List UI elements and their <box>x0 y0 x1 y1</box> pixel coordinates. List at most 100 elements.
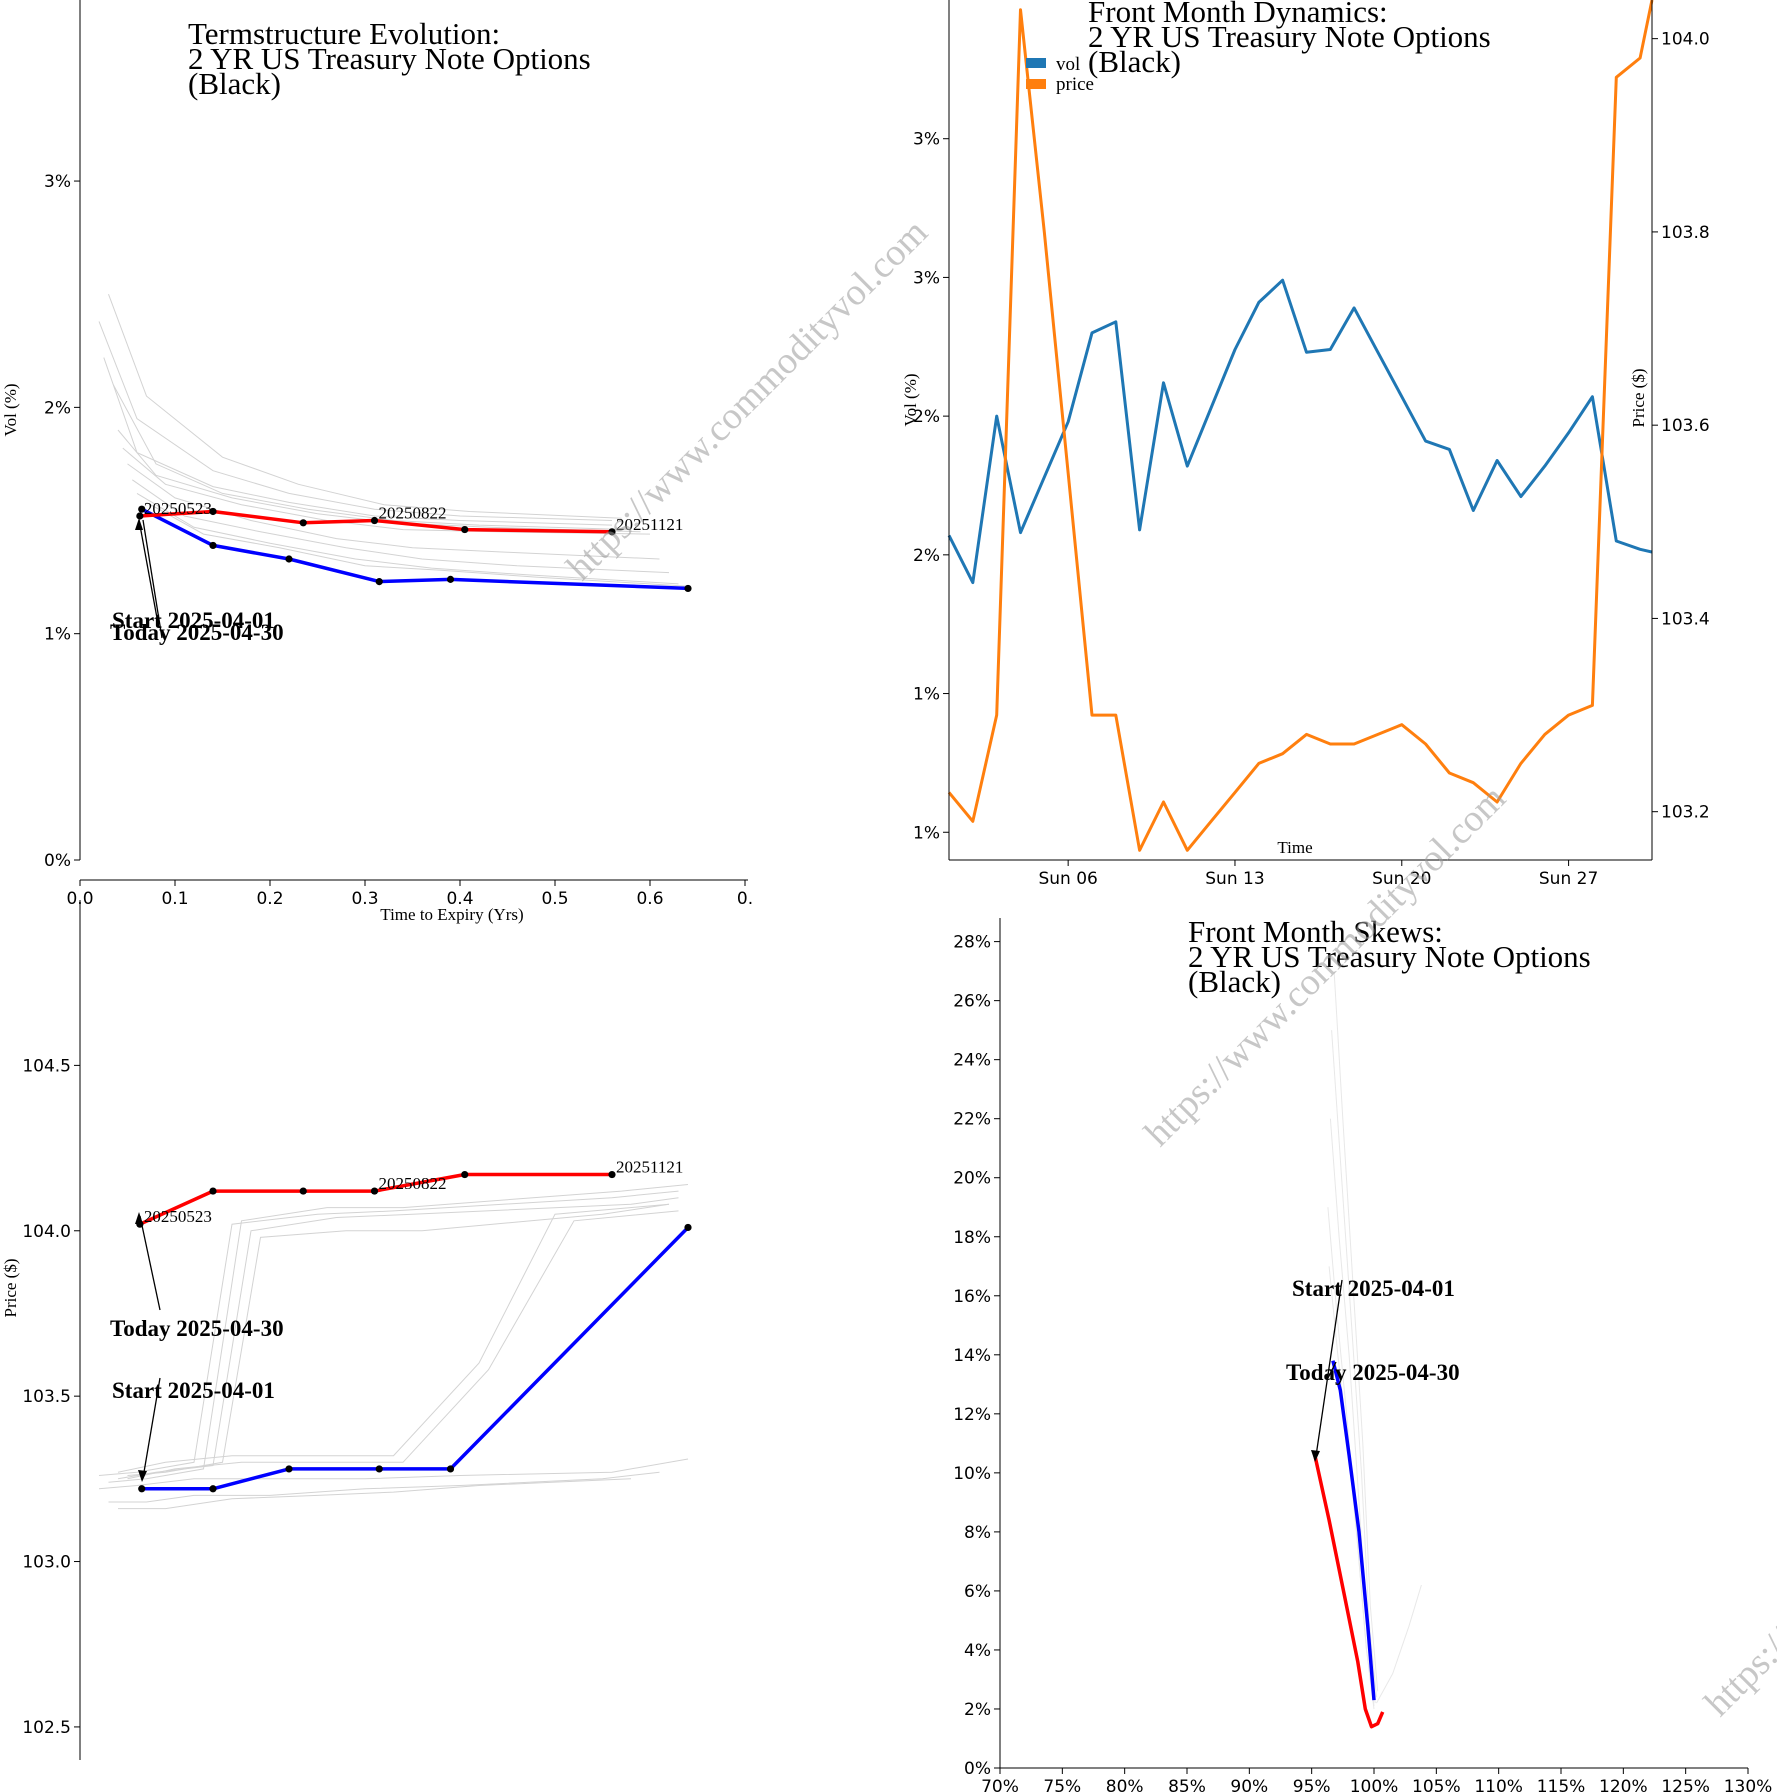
x-tick-label: 125% <box>1661 1777 1710 1792</box>
history-curve <box>117 1203 670 1473</box>
price-line <box>947 0 1654 852</box>
y-tick-label: 2% <box>913 407 940 427</box>
y-tick-label: 103.6 <box>1661 416 1710 436</box>
x-tick-label: 110% <box>1474 1777 1523 1792</box>
history-curve <box>136 492 679 585</box>
x-tick-label: 0.4 <box>446 889 473 909</box>
series-lines <box>1312 1360 1385 1729</box>
history-curve <box>112 384 632 531</box>
series-line-2 <box>139 1172 612 1226</box>
x-axis-label: Time <box>1277 838 1312 857</box>
watermark-1: https://www.commodityvol.com <box>559 211 936 588</box>
chart-title-line-2: 2 YR US Treasury Note Options <box>188 41 591 76</box>
x-axis-label: Time to Expiry (Yrs) <box>380 905 523 924</box>
termstructure-chart: 0% 1% 2% 3% 0.0 0.1 0.2 0.3 0.4 0.5 0.6 0. Termstr… <box>1 0 753 924</box>
x-tick-label: 85% <box>1168 1777 1206 1792</box>
data-point <box>209 1187 217 1195</box>
y-axis-label: Price ($) <box>1 1258 20 1317</box>
data-point <box>608 1170 616 1179</box>
history-curve <box>98 1458 689 1490</box>
y-tick-label: 20% <box>953 1169 991 1189</box>
x-tick-label: 130% <box>1724 1777 1773 1792</box>
y-tick-label: 22% <box>953 1110 991 1130</box>
y-tick-label: 8% <box>964 1523 991 1543</box>
start-arrow-head <box>1311 1450 1320 1462</box>
start-arrow <box>142 519 163 639</box>
x-tick-label: Sun 13 <box>1205 869 1264 889</box>
history-curve <box>1331 1030 1377 1698</box>
data-point <box>299 1187 307 1195</box>
y-tick-label: 3% <box>913 130 940 150</box>
data-point <box>684 584 692 593</box>
today-annotation: Today 2025-04-30 <box>110 1316 284 1341</box>
expiry-label: 20251121 <box>616 515 683 534</box>
start-annotation: Start 2025-04-01 <box>1292 1276 1455 1301</box>
y-tick-label: 3% <box>44 172 71 192</box>
data-point <box>136 512 144 520</box>
x-tick-label: 105% <box>1412 1777 1461 1792</box>
y-ticks: 0% 1% 2% 3% <box>44 172 80 871</box>
today-arrow <box>138 519 158 619</box>
legend-swatch-vol <box>1026 58 1046 68</box>
x-tick-label: 0.1 <box>161 889 188 909</box>
y-ticks: 102.5 103.0 103.5 104.0 104.5 <box>22 1056 80 1738</box>
data-point <box>375 578 383 586</box>
y-axis-label: Vol (%) <box>1 383 20 436</box>
axes <box>948 0 1653 861</box>
y-tick-label: 0% <box>44 851 71 871</box>
y-tick-label: 26% <box>953 992 991 1012</box>
x-tick-label: Sun 27 <box>1539 869 1598 889</box>
y-tick-label: 104.0 <box>22 1222 71 1242</box>
arrow-head <box>135 518 143 530</box>
history-curves <box>1327 971 1422 1710</box>
x-tick-label: 70% <box>981 1777 1019 1792</box>
y-tick-label: 104.0 <box>1661 30 1710 50</box>
chart-title-line-3: (Black) <box>1188 964 1281 999</box>
data-point <box>285 1465 293 1473</box>
x-tick-label: 120% <box>1599 1777 1648 1792</box>
today-annotation: Today 2025-04-30 <box>1286 1360 1460 1385</box>
series-lines <box>136 1170 692 1493</box>
history-curve <box>98 321 613 521</box>
x-tick-label: 0.2 <box>256 889 283 909</box>
series-line-1 <box>141 1226 690 1491</box>
data-point <box>446 575 455 583</box>
history-curve <box>146 501 689 587</box>
y-tick-label: 14% <box>953 1346 991 1366</box>
y-tick-label: 2% <box>44 398 71 418</box>
skews-chart: 0% 2% 4% 6% 8% 10% 12% 14% 16% 18% 20% 22% 24% 26% 28%… <box>953 914 1772 1792</box>
history-curve <box>1376 1584 1422 1704</box>
chart-title-line-2: 2 YR US Treasury Note Options <box>1188 939 1591 974</box>
series-lines <box>947 0 1654 852</box>
data-point <box>209 507 217 516</box>
y-axis-label-left: Vol (%) <box>901 373 920 426</box>
expiry-labels: 20250523 20250822 20251121 <box>144 499 684 534</box>
history-curve <box>127 463 660 560</box>
x-ticks: 0.0 0.1 0.2 0.3 0.4 0.5 0.6 0. <box>66 880 753 909</box>
history-curve <box>117 429 641 533</box>
history-curve <box>118 1478 632 1510</box>
annotations: Start 2025-04-01 Today 2025-04-30 <box>110 518 284 645</box>
data-point <box>138 505 146 513</box>
x-tick-label: 75% <box>1043 1777 1081 1792</box>
annotations: Start 2025-04-01 Today 2025-04-30 <box>1286 1276 1460 1462</box>
history-curve <box>132 479 670 574</box>
data-point <box>461 525 469 534</box>
y-tick-label: 103.8 <box>1661 223 1710 243</box>
history-curve <box>1333 971 1379 1692</box>
x-tick-label: 0.6 <box>636 889 663 909</box>
data-point <box>461 1170 469 1179</box>
x-ticks: Sun 06 Sun 13 Sun 20 Sun 27 <box>1038 860 1598 889</box>
data-point <box>370 1187 379 1195</box>
history-curve <box>127 1203 670 1476</box>
data-point <box>608 528 616 536</box>
start-annotation: Start 2025-04-01 <box>112 1378 275 1403</box>
watermark-3: https://www.commodityvol.com <box>1697 1347 1777 1724</box>
price-termstructure-chart: 102.5 103.0 103.5 104.0 104.5 Price ($) 2025… <box>1 900 692 1760</box>
data-point <box>285 555 293 563</box>
y-tick-label: 103.5 <box>22 1387 71 1407</box>
y-tick-label: 2% <box>964 1700 991 1720</box>
expiry-labels: 20250523 20250822 20251121 <box>144 1158 684 1227</box>
x-tick-label: 0.0 <box>66 889 93 909</box>
